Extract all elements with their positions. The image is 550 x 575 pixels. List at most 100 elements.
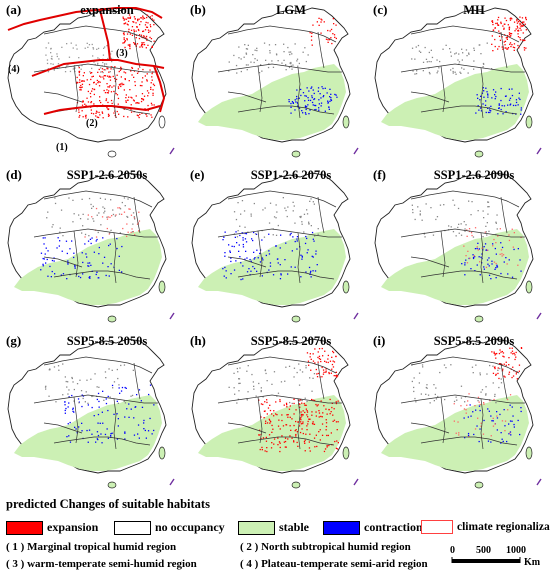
habitat-speckle-group (40, 237, 123, 280)
hainan-island (291, 481, 301, 489)
south-china-sea-marker (169, 478, 175, 486)
panel-letter: (g) (6, 333, 22, 348)
south-china-sea-marker (536, 147, 542, 155)
legend-item-contraction: contraction (323, 520, 423, 535)
stable-area (381, 395, 529, 471)
hainan-island (291, 150, 301, 158)
legend-swatch-expansion (6, 520, 43, 535)
habitat-speckle-group (122, 14, 155, 50)
south-china-sea-marker (353, 147, 359, 155)
map-panel-lgm: (b) LGM (188, 2, 364, 162)
stable-area (198, 229, 346, 305)
scale-unit: Km (524, 557, 541, 568)
habitat-speckle-group (463, 227, 522, 268)
legend-label-expansion: expansion (47, 520, 99, 534)
taiwan-island (158, 280, 166, 294)
legend-label-climate-regionalization: climate regionalization (457, 521, 550, 533)
map-panel-mh: (c) MH (371, 2, 547, 162)
map-panel-ssp126_2050: (d) SSP1-2.6 2050s (4, 167, 180, 327)
habitat-speckle-group (258, 398, 339, 453)
habitat-speckle-group (64, 384, 155, 444)
panel-letter: (i) (373, 333, 386, 348)
zone-4-label: ( 4 ) Plateau-temperate semi-arid region (240, 558, 428, 570)
habitat-speckle-group (306, 347, 339, 378)
legend-swatch-contraction (323, 520, 360, 535)
region-label-3: (3) (116, 48, 128, 59)
panel-title: SSP5-8.5 2090s (433, 334, 515, 348)
scale-tick-500: 500 (476, 545, 491, 556)
map-panel-ssp585_2090: (i) SSP5-8.5 2090s (371, 333, 547, 493)
stable-area (198, 64, 346, 140)
region-label-1: (1) (56, 142, 68, 153)
map-panel-ssp126_2070: (e) SSP1-2.6 2070s (188, 167, 364, 327)
scale-bar-graphic (451, 557, 521, 563)
south-china-sea-marker (169, 312, 175, 320)
hainan-island (474, 150, 484, 158)
panel-title: LGM (276, 3, 306, 17)
stable-area (14, 229, 162, 305)
taiwan-island (158, 446, 166, 460)
map-panel-ssp585_2050: (g) SSP5-8.5 2050s (4, 333, 180, 493)
map-svg-ssp585_2050 (7, 338, 175, 489)
map-svg-ssp126_2070 (191, 172, 359, 323)
map-svg-ssp126_2090 (374, 172, 542, 323)
hainan-island (474, 315, 484, 323)
legend-title: predicted Changes of suitable habitats (6, 497, 210, 511)
hainan-island (107, 150, 117, 158)
taiwan-island (525, 280, 533, 294)
panel-letter: (h) (190, 333, 206, 348)
legend-item-stable: stable (238, 520, 309, 535)
panel-title: MH (463, 3, 485, 17)
panel-title: SSP5-8.5 2050s (66, 334, 148, 348)
map-panel-ssp126_2090: (f) SSP1-2.6 2090s (371, 167, 547, 327)
stable-area (381, 64, 529, 140)
province-boundaries (217, 190, 342, 284)
habitat-speckle-group (411, 364, 503, 404)
province-boundaries (33, 190, 158, 284)
hainan-island (291, 315, 301, 323)
province-boundaries (217, 25, 342, 119)
taiwan-island (525, 446, 533, 460)
map-svg-ssp585_2090 (374, 338, 542, 489)
habitat-speckle-group (84, 207, 141, 238)
legend-label-contraction: contraction (364, 520, 423, 534)
legend-item-expansion: expansion (6, 520, 98, 535)
habitat-speckle-group (461, 242, 522, 280)
panel-letter: (e) (190, 167, 205, 182)
habitat-speckle-group (228, 363, 316, 405)
habitat-speckle-group (228, 42, 309, 74)
hainan-island (474, 481, 484, 489)
map-svg-lgm (191, 7, 359, 158)
south-china-sea-marker (536, 478, 542, 486)
south-china-sea-marker (353, 478, 359, 486)
province-boundaries (400, 25, 525, 119)
panel-title: SSP1-2.6 2070s (250, 168, 332, 182)
region-label-2: (2) (86, 118, 98, 129)
province-boundaries (400, 190, 525, 284)
panel-title: SSP1-2.6 2050s (66, 168, 148, 182)
zone-1-label: ( 1 ) Marginal tropical humid region (6, 541, 177, 553)
hainan-island (107, 315, 117, 323)
panel-letter: (b) (190, 2, 206, 17)
habitat-speckle-group (288, 86, 338, 115)
map-svg-ssp126_2050 (7, 172, 175, 323)
panel-letter: (f) (373, 167, 386, 182)
map-panel-ssp585_2070: (h) SSP5-8.5 2070s (188, 333, 364, 493)
habitat-speckle-group (411, 199, 498, 238)
region-label-4: (4) (8, 64, 20, 75)
habitat-speckle-group (309, 17, 337, 46)
zone-3-label: ( 3 ) warm-temperate semi-humid region (6, 558, 197, 570)
panel-letter: (c) (373, 2, 388, 17)
map-svg-mh (374, 7, 542, 158)
panel-letter: (d) (6, 167, 22, 182)
legend-swatch-stable (238, 520, 275, 535)
legend-item-climate-regionalization: climate regionalization (421, 520, 550, 534)
province-boundaries (217, 356, 342, 450)
map-svg-ssp585_2070 (191, 338, 359, 489)
taiwan-island (158, 115, 166, 129)
taiwan-island (342, 446, 350, 460)
province-boundaries (400, 356, 525, 450)
scale-bar: 0 500 1000 Km (446, 541, 546, 575)
map-svg-regionalization (7, 7, 175, 158)
panel-title: SSP1-2.6 2090s (433, 168, 515, 182)
